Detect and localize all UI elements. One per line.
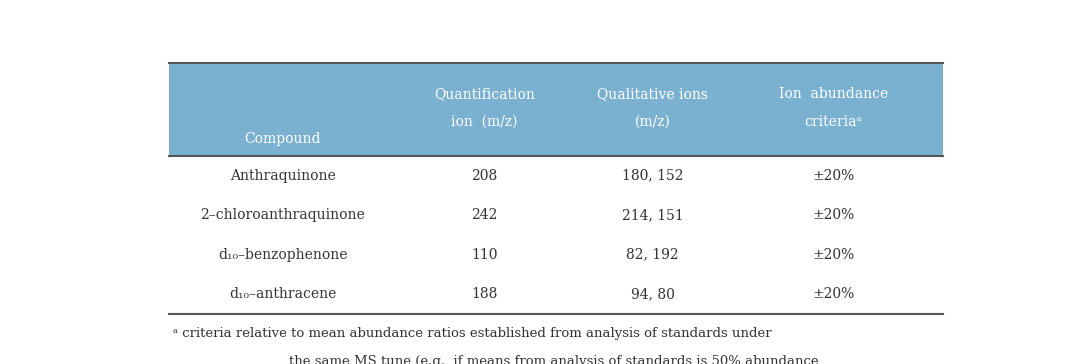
Text: d₁₀–benzophenone: d₁₀–benzophenone: [218, 248, 347, 262]
Bar: [169, 63, 943, 156]
Text: 208: 208: [472, 169, 498, 183]
Text: ±20%: ±20%: [813, 208, 855, 222]
Text: 188: 188: [471, 287, 498, 301]
Text: 180, 152: 180, 152: [622, 169, 684, 183]
Text: d₁₀–anthracene: d₁₀–anthracene: [229, 287, 336, 301]
Text: criteriaᵃ: criteriaᵃ: [805, 115, 863, 129]
Text: Anthraquinone: Anthraquinone: [230, 169, 335, 183]
Text: ᵃ criteria relative to mean abundance ratios established from analysis of standa: ᵃ criteria relative to mean abundance ra…: [174, 327, 773, 340]
Text: 2–chloroanthraquinone: 2–chloroanthraquinone: [201, 208, 366, 222]
Text: Quantification: Quantification: [434, 87, 535, 101]
Text: 82, 192: 82, 192: [626, 248, 679, 262]
Text: ±20%: ±20%: [813, 248, 855, 262]
Text: 214, 151: 214, 151: [622, 208, 684, 222]
Text: ion  (m/z): ion (m/z): [451, 115, 518, 129]
Text: the same MS tune (e.g., if means from analysis of standards is 50% abundance,: the same MS tune (e.g., if means from an…: [290, 355, 822, 364]
Text: Compound: Compound: [244, 132, 321, 146]
Text: 242: 242: [471, 208, 498, 222]
Text: 110: 110: [471, 248, 498, 262]
Text: (m/z): (m/z): [635, 115, 671, 129]
Text: 94, 80: 94, 80: [630, 287, 675, 301]
Text: Qualitative ions: Qualitative ions: [597, 87, 709, 101]
Text: Ion  abundance: Ion abundance: [779, 87, 889, 101]
Text: ±20%: ±20%: [813, 169, 855, 183]
Text: ±20%: ±20%: [813, 287, 855, 301]
